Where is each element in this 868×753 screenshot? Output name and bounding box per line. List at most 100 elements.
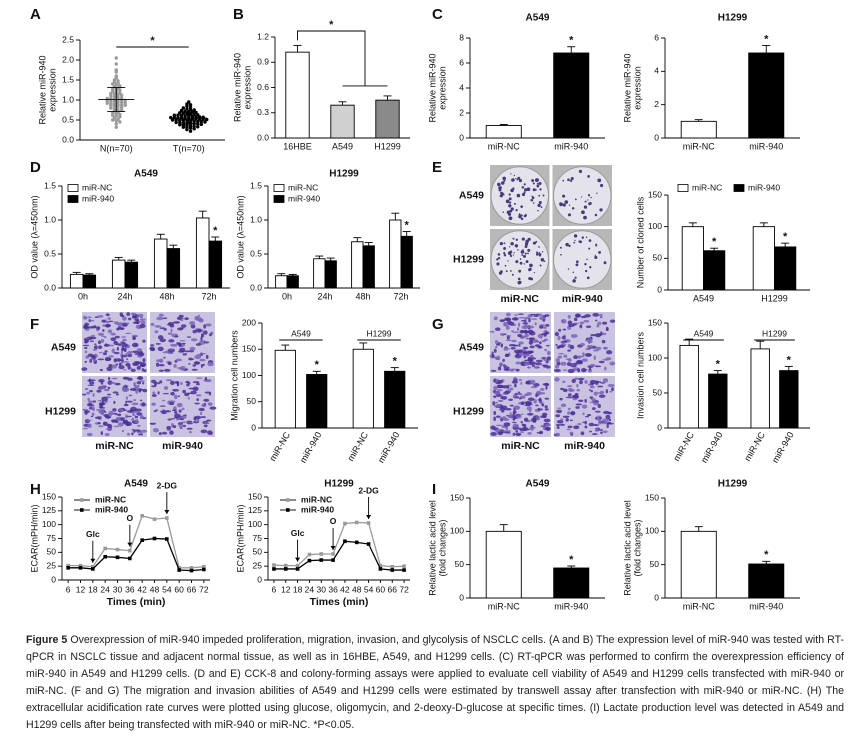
cell-stain [106,366,113,372]
point [185,107,189,111]
cell-stain [150,347,156,352]
point [185,127,189,132]
point [179,108,184,113]
colony [573,234,578,238]
y-tick-label: 150 [645,492,659,502]
colony [562,179,565,182]
cell-stain [182,389,186,394]
cell-stain [579,324,583,329]
cell-stain [593,401,600,406]
cell-stain [157,346,164,352]
cell-stain [140,429,148,433]
cell-stain [544,397,550,400]
point [78,563,83,568]
cell-stain [602,418,609,423]
x-tick-label: 48 [352,584,362,594]
x-tick-label: 54 [364,584,374,594]
cell-stain [91,412,95,417]
y-axis-label: (fold changes) [437,519,447,576]
cell-stain [517,393,522,395]
arrow-head [330,545,336,550]
cell-stain [496,379,499,381]
y-axis-label: OD value (λ=450nm) [29,195,39,278]
cell-stain [99,368,103,372]
cell-stain [139,415,144,419]
point [110,82,115,86]
point [178,120,182,125]
cell-stain [586,414,592,417]
cell-stain [543,418,551,423]
cell-stain [556,423,561,427]
colony [572,279,576,283]
colony [520,250,525,254]
cell-stain [539,316,546,320]
cell-stain [134,415,139,419]
point [116,95,120,99]
cell-stain [539,337,543,339]
point [114,122,118,126]
chart-title: H1299 [718,13,748,24]
colony [511,273,514,276]
cell-stain [571,394,579,399]
colony [502,211,505,213]
bar [362,245,375,289]
cell-stain [98,378,105,383]
cell-stain [525,401,533,405]
cell-stain [179,340,186,342]
group-label: A549 [694,328,714,338]
cell-stain [510,368,517,371]
cell-stain [573,317,578,322]
cell-stain [124,422,128,425]
panel-letter: I [432,481,436,498]
cell-stain [84,346,88,350]
cell-stain [588,389,592,391]
cell-stain [120,336,127,338]
cell-stain [115,413,122,416]
cell-stain [501,396,508,400]
panel-letter: H [30,481,41,498]
y-tick-label: 0 [459,592,464,602]
point [78,566,83,570]
cell-stain [555,364,559,369]
point [185,104,189,108]
legend-swatch [67,184,79,192]
y-tick-label: 6 [459,57,464,67]
colony [524,245,528,249]
cell-stain [186,427,193,430]
cell-stain [98,425,104,428]
cell-stain [522,428,527,432]
colony [590,196,592,199]
point [165,516,169,520]
cell-stain [588,368,593,373]
cell-stain [567,385,573,388]
cell-stain [589,379,597,384]
cell-stain [190,390,197,395]
line [68,537,204,572]
cell-stain [499,319,505,323]
cell-stain [125,400,128,404]
cell-stain [98,409,105,414]
cell-stain [497,379,504,384]
cell-stain [579,321,585,325]
cell-stain [530,313,535,316]
cell-stain [205,354,209,359]
cell-stain [126,432,130,436]
point [272,567,276,571]
colony [516,193,521,198]
cell-stain [123,361,130,363]
cell-stain [497,366,502,371]
cell-stain [173,364,177,368]
cell-stain [203,424,208,428]
cell-stain [504,353,509,357]
cell-stain [92,348,97,351]
cell-stain [507,414,513,419]
y-tick-label: 2.5 [62,34,74,44]
colony [499,242,503,246]
y-axis-label: Relative miR-940 [37,55,47,124]
cell-stain [110,337,117,342]
cell-stain [196,317,203,322]
cell-stain [180,324,187,328]
point [119,108,124,112]
cell-stain [98,402,104,407]
cell-stain [178,350,185,353]
